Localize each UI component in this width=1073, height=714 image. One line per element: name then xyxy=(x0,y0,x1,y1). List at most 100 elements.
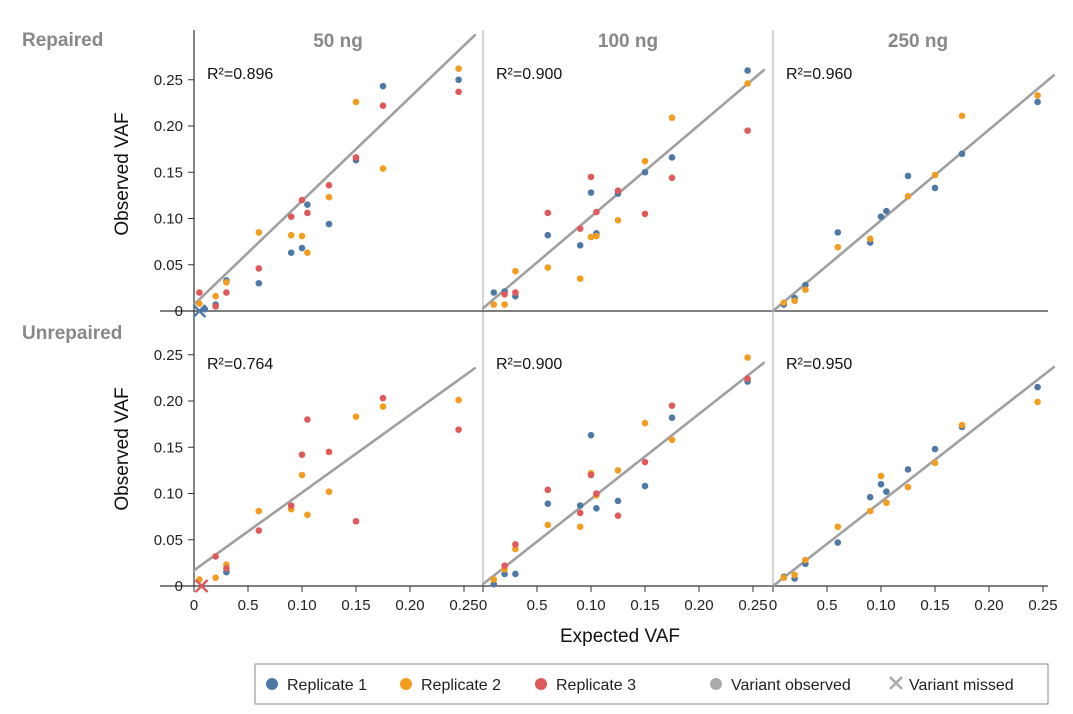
x-tick-label: 0.25 xyxy=(1028,597,1057,614)
data-point-rep2 xyxy=(614,217,622,224)
data-point-rep3 xyxy=(325,181,333,189)
data-point-rep3 xyxy=(298,451,306,458)
r2-label: R²=0.900 xyxy=(496,356,562,373)
data-point-rep2 xyxy=(866,235,874,243)
data-point-rep1 xyxy=(802,281,809,289)
legend-marker-replicate-2 xyxy=(400,678,412,690)
y-axis-label-top: Observed VAF xyxy=(112,112,133,235)
data-point-rep2 xyxy=(287,231,295,239)
data-point-rep3 xyxy=(255,527,263,534)
legend-label-variant-observed: Variant observed xyxy=(731,677,851,694)
x-tick-label: 0.5 xyxy=(527,597,548,614)
data-point-rep2 xyxy=(641,157,649,165)
data-point-rep3 xyxy=(287,213,295,220)
fit-line xyxy=(192,366,477,572)
data-point-rep2 xyxy=(791,297,798,305)
x-tick-label: 0.5 xyxy=(817,597,838,614)
data-point-rep1 xyxy=(931,445,939,453)
data-point-rep2 xyxy=(802,556,809,564)
y-tick-label: 0 xyxy=(175,303,183,320)
data-point-rep2 xyxy=(501,301,508,308)
data-point-rep2 xyxy=(780,299,788,306)
data-point-rep2 xyxy=(298,471,306,479)
data-point-rep2 xyxy=(958,421,966,429)
y-tick-label: 0.20 xyxy=(154,118,183,135)
data-point-rep2 xyxy=(576,523,584,531)
data-point-rep1 xyxy=(587,431,595,439)
legend-marker-variant-observed xyxy=(710,678,722,690)
x-tick-label: 0.15 xyxy=(341,597,370,614)
data-point-rep3 xyxy=(379,394,387,402)
data-point-rep2 xyxy=(325,193,333,201)
y-tick-label: 0.20 xyxy=(154,393,183,410)
data-point-rep2 xyxy=(512,267,519,275)
data-point-rep2 xyxy=(587,233,595,241)
data-point-rep3 xyxy=(196,289,203,296)
data-point-rep1 xyxy=(304,201,311,208)
data-point-rep3 xyxy=(668,174,676,182)
data-point-rep2 xyxy=(304,249,311,257)
data-point-rep1 xyxy=(1034,383,1041,391)
data-point-rep1 xyxy=(490,289,498,296)
data-point-rep1 xyxy=(325,220,333,228)
data-point-rep2 xyxy=(455,396,462,404)
data-point-rep3 xyxy=(212,303,219,310)
data-point-rep1 xyxy=(883,488,890,495)
data-point-rep1 xyxy=(668,414,676,421)
x-tick-label: 0 xyxy=(479,597,487,614)
data-point-rep2 xyxy=(614,467,622,474)
data-point-rep2 xyxy=(883,499,890,507)
data-point-rep1 xyxy=(512,570,519,578)
legend-label-variant-missed: Variant missed xyxy=(909,677,1014,694)
data-point-rep2 xyxy=(802,286,809,294)
data-point-rep1 xyxy=(298,244,306,252)
column-title-100ng: 100 ng xyxy=(598,31,658,52)
data-point-rep2 xyxy=(298,232,306,240)
data-point-rep3 xyxy=(455,88,462,96)
data-point-rep3 xyxy=(641,458,649,466)
legend: Replicate 1 Replicate 2 Replicate 3 Vari… xyxy=(254,663,1049,705)
fit-line xyxy=(481,68,766,310)
x-tick-label: 0.10 xyxy=(576,597,605,614)
missed-variant-marker xyxy=(194,579,209,593)
legend-marker-replicate-1 xyxy=(266,678,278,690)
data-point-rep3 xyxy=(744,127,751,134)
data-point-rep3 xyxy=(298,196,306,204)
data-point-rep2 xyxy=(490,576,498,583)
data-point-rep1 xyxy=(641,482,649,490)
data-point-rep2 xyxy=(544,264,552,271)
data-point-rep2 xyxy=(744,354,751,361)
data-point-rep2 xyxy=(904,483,912,491)
data-point-rep2 xyxy=(668,436,676,444)
data-point-rep3 xyxy=(614,512,622,519)
legend-label-replicate-1: Replicate 1 xyxy=(287,677,367,694)
r2-label: R²=0.900 xyxy=(496,66,562,83)
r2-label: R²=0.764 xyxy=(207,356,273,373)
y-tick-label: 0.10 xyxy=(154,486,183,503)
y-tick-label: 0.15 xyxy=(154,439,183,456)
axes-layer xyxy=(160,30,1048,587)
row-label-unrepaired: Unrepaired xyxy=(22,323,122,344)
data-point-rep3 xyxy=(304,209,311,217)
data-point-rep2 xyxy=(641,419,649,427)
missed-variant-stroke xyxy=(194,579,209,593)
data-point-rep2 xyxy=(512,545,519,553)
data-point-rep2 xyxy=(212,574,219,581)
data-points xyxy=(192,65,1041,593)
data-point-rep1 xyxy=(866,493,874,501)
tick-labels: 00.050.100.150.200.2500.050.100.150.200.… xyxy=(154,72,1058,614)
legend-box xyxy=(254,663,1049,705)
y-tick-label: 0.25 xyxy=(154,347,183,364)
data-point-rep2 xyxy=(212,292,219,300)
data-point-rep2 xyxy=(576,275,584,282)
y-tick-label: 0.05 xyxy=(154,532,183,549)
data-point-rep3 xyxy=(255,265,263,272)
data-point-rep1 xyxy=(958,150,966,158)
data-point-rep1 xyxy=(904,466,912,473)
data-point-rep1 xyxy=(883,207,890,215)
data-point-rep1 xyxy=(641,168,649,176)
data-point-rep2 xyxy=(490,301,498,308)
x-tick-label: 0.15 xyxy=(630,597,659,614)
x-tick-label: 0.20 xyxy=(974,597,1003,614)
data-point-rep2 xyxy=(1034,92,1041,99)
